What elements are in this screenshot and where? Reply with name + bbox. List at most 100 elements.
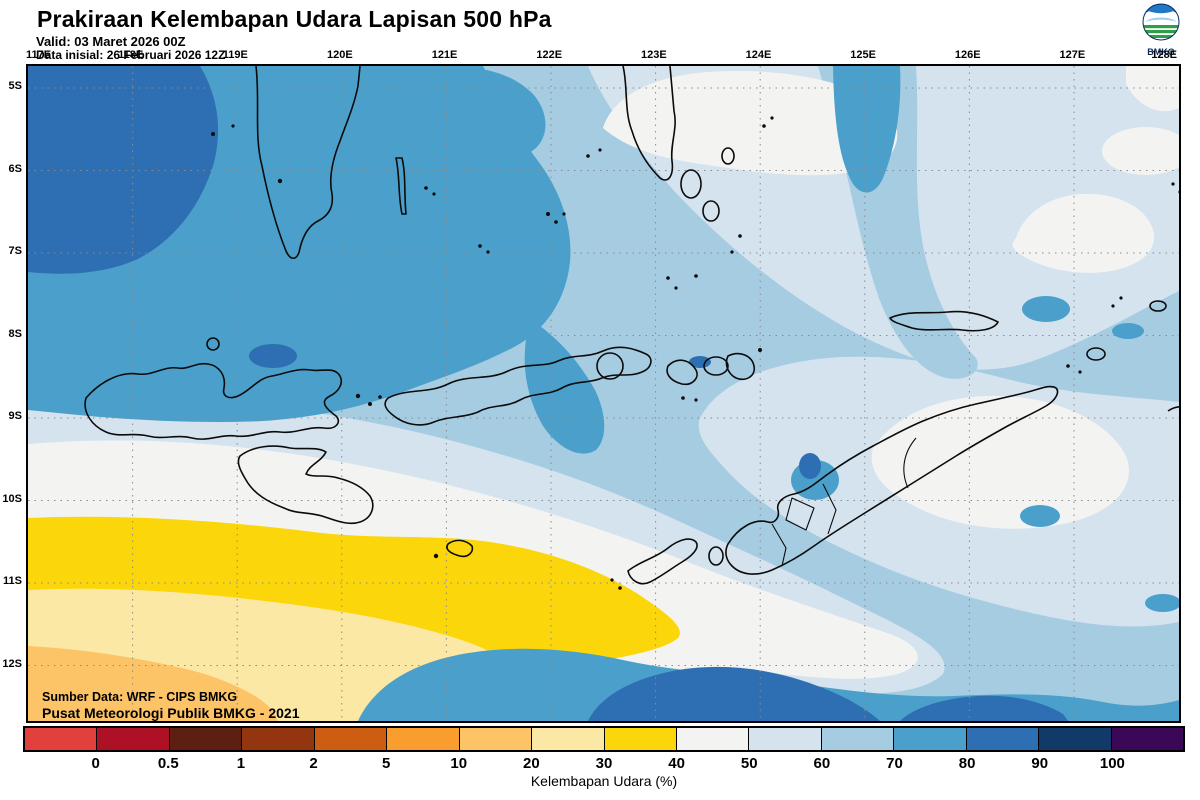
islet-dots	[211, 116, 1179, 590]
lon-label-120E: 120E	[327, 49, 353, 61]
contour-80-90	[689, 356, 711, 368]
coastline-timor	[725, 385, 1059, 575]
colorbar-tick-100: 100	[1099, 755, 1125, 772]
colorbar-tick-40: 40	[668, 755, 685, 772]
lat-label-8S: 8S	[8, 327, 22, 340]
map-frame: Sumber Data: WRF - CIPS BMKG Pusat Meteo…	[26, 64, 1181, 723]
colorbar-segment-6	[459, 728, 533, 750]
publisher-line: Pusat Meteorologi Publik BMKG - 2021	[42, 705, 300, 721]
colorbar-tick-0: 0	[91, 755, 100, 772]
contour-40-50	[1126, 66, 1179, 112]
lat-label-12S: 12S	[2, 657, 22, 670]
lat-label-9S: 9S	[8, 410, 22, 422]
colorbar-tick-20: 20	[523, 755, 540, 772]
colorbar-tick-30: 30	[595, 755, 613, 772]
colorbar-tick-60: 60	[813, 755, 831, 772]
colorbar-segment-10	[749, 728, 822, 750]
coastline-lembata	[666, 359, 698, 386]
contour-10-20	[28, 646, 278, 721]
colorbar-tick-50: 50	[740, 755, 758, 772]
longitude-axis: 117E 118E 119E 120E 121E 122E 123E 124E 125E 126E…	[26, 49, 1177, 63]
lon-label-128E: 128E	[1151, 49, 1178, 61]
colorbar-segment-4	[314, 728, 388, 750]
coastline-sulawesi-southeast	[622, 66, 676, 181]
colorbar-tick-1: 1	[236, 755, 246, 772]
coastline-sulawesi-southwest	[255, 66, 361, 259]
coastline-pantar	[703, 356, 729, 376]
page-title: Prakiraan Kelembapan Udara Lapisan 500 h…	[37, 6, 552, 32]
contour-40-50	[871, 395, 1129, 529]
contour-70-80	[1145, 594, 1179, 612]
humidity-colorbar	[23, 726, 1185, 752]
lon-label-122E: 122E	[536, 49, 563, 61]
colorbar-tick-0.5: 0.5	[157, 755, 179, 772]
colorbar-segment-12	[894, 728, 967, 750]
contour-70-80	[1112, 323, 1144, 339]
timor-leste-border	[903, 437, 917, 489]
colorbar-caption: Kelembapan Udara (%)	[530, 773, 678, 789]
coastline-small-island	[1167, 406, 1179, 412]
contour-40-50	[1012, 193, 1155, 273]
colorbar-segment-2	[169, 728, 243, 750]
lon-label-127E: 127E	[1059, 49, 1086, 61]
coastline-alor	[725, 352, 756, 381]
contour-80-90	[900, 695, 1068, 721]
lat-label-11S: 11S	[3, 575, 22, 587]
colorbar-segment-5	[387, 728, 460, 750]
colorbar-segment-7	[532, 728, 605, 750]
coastline-selayar	[395, 157, 407, 215]
colorbar-segment-3	[242, 728, 315, 750]
valid-time-label: Valid: 03 Maret 2026 00Z	[36, 34, 186, 49]
coastline-rote	[627, 538, 698, 585]
latitude-axis: 5S 6S 7S 8S 9S 10S 11S 12S	[0, 64, 24, 719]
coastline-sabu	[446, 539, 474, 558]
colorbar-segment-11	[821, 728, 895, 750]
lon-label-118E: 118E	[118, 49, 144, 61]
colorbar-tick-10: 10	[450, 755, 468, 772]
lat-label-6S: 6S	[8, 162, 22, 175]
colorbar-tick-70: 70	[886, 755, 903, 772]
contour-80-90	[249, 344, 297, 368]
coastline-sangeang	[596, 352, 624, 380]
contour-70-80	[1022, 296, 1070, 322]
colorbar-segment-8	[604, 728, 677, 750]
timor-district-border	[771, 523, 787, 567]
contour-80-90	[799, 453, 821, 479]
lon-label-126E: 126E	[954, 49, 981, 61]
lon-label-123E: 123E	[640, 49, 667, 61]
lon-label-121E: 121E	[431, 49, 458, 61]
humidity-contour-map	[28, 66, 1179, 721]
bmkg-logo: BMKG	[1138, 2, 1184, 57]
contour-70-80	[445, 67, 546, 158]
data-source-line: Sumber Data: WRF - CIPS BMKG	[42, 690, 238, 704]
contour-70-80	[833, 66, 901, 193]
initial-data-label: Data inisial: 26 Februari 2026 12Z	[36, 48, 226, 62]
coastline-sumba	[237, 445, 374, 525]
colorbar-tick-90: 90	[1031, 755, 1049, 772]
bmkg-logo-icon	[1142, 3, 1180, 41]
coastline-wetar	[889, 310, 999, 332]
lon-label-124E: 124E	[745, 49, 772, 61]
colorbar-tick-5: 5	[381, 755, 391, 772]
colorbar-tick-80: 80	[958, 755, 976, 772]
colorbar-segment-13	[966, 728, 1040, 750]
lat-label-10S: 10S	[2, 492, 22, 505]
timor-district-border	[822, 483, 837, 535]
colorbar-segment-15	[1111, 728, 1183, 750]
colorbar-segment-1	[97, 728, 170, 750]
colorbar-segment-14	[1039, 728, 1112, 750]
contour-40-50	[1102, 127, 1179, 175]
coastline-moyo	[206, 337, 220, 351]
colorbar-segment-9	[676, 728, 750, 750]
coastline-semau	[708, 546, 724, 566]
coastline-flores	[384, 346, 652, 426]
contour-80-90	[28, 66, 219, 274]
lon-label-125E: 125E	[850, 49, 876, 61]
contour-40-50	[603, 71, 898, 176]
colorbar-segment-0	[25, 728, 98, 750]
lat-label-5S: 5S	[8, 80, 22, 92]
bmkg-logo-text: BMKG	[1147, 47, 1175, 57]
lon-label-117E: 117E	[26, 49, 52, 61]
lon-label-119E: 119E	[222, 49, 248, 61]
